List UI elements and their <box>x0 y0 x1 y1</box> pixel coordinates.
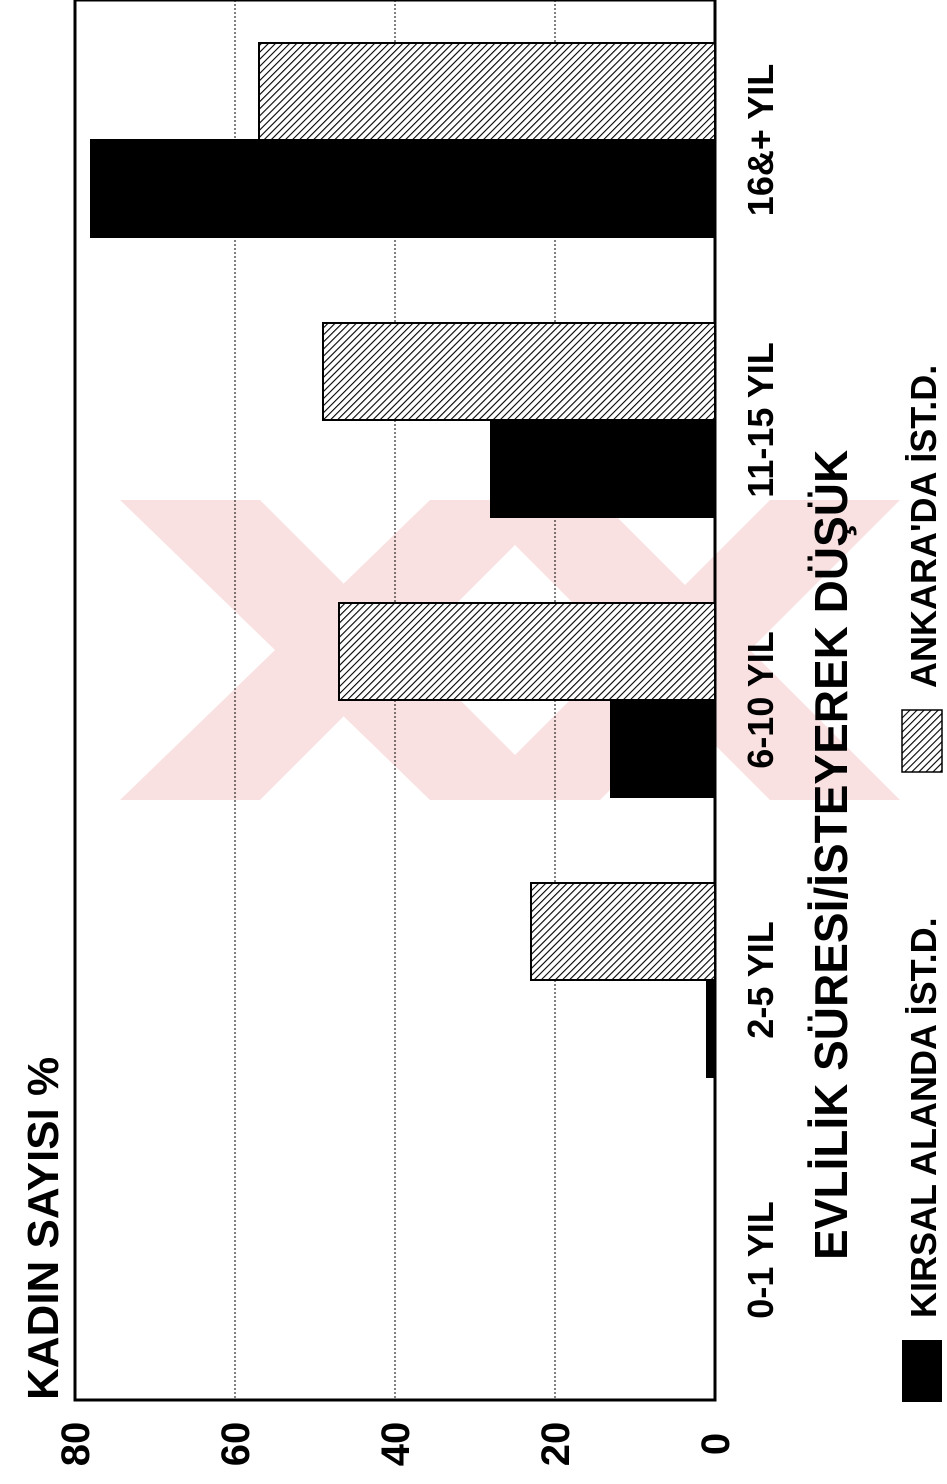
bar-kirsal-1 <box>706 979 716 1078</box>
bar-ankara-3 <box>322 322 716 421</box>
legend-swatch-ankara <box>901 709 943 773</box>
value-tick-label: 40 <box>374 1422 418 1467</box>
category-label: 0-1 YIL <box>740 1201 781 1318</box>
bar-kirsal-4 <box>90 139 716 238</box>
legend-label-kirsal: KIRSAL ALANDA İST.D. <box>903 917 944 1318</box>
value-axis-ticks: 0 20 40 60 80 <box>54 1422 738 1467</box>
category-labels: 0-1 YIL 2-5 YIL 6-10 YIL 11-15 YIL 16&+ YIL <box>740 64 781 1319</box>
bar-kirsal-3 <box>490 419 716 518</box>
bars <box>90 42 716 1078</box>
bar-kirsal-2 <box>610 699 716 798</box>
category-label: 6-10 YIL <box>740 631 781 768</box>
legend: KIRSAL ALANDA İST.D. ANKARA'DA İST.D. <box>901 365 944 1402</box>
value-tick-label: 20 <box>534 1422 578 1467</box>
legend-label-ankara: ANKARA'DA İST.D. <box>903 365 944 688</box>
bar-ankara-2 <box>338 602 716 701</box>
value-tick-label: 60 <box>214 1422 258 1467</box>
legend-swatch-kirsal <box>902 1340 942 1402</box>
category-label: 16&+ YIL <box>740 64 781 216</box>
value-tick-label: 80 <box>54 1422 98 1467</box>
value-tick-label: 0 <box>694 1433 738 1455</box>
bar-ankara-1 <box>530 882 716 981</box>
category-label: 2-5 YIL <box>740 921 781 1038</box>
category-axis-title: EVLİLİK SÜRESİ/İSTEYEREK DÜŞÜK <box>805 450 857 1260</box>
value-axis-title: KADIN SAYISI % <box>19 1057 68 1400</box>
bar-ankara-4 <box>258 42 716 141</box>
category-label: 11-15 YIL <box>740 342 781 497</box>
